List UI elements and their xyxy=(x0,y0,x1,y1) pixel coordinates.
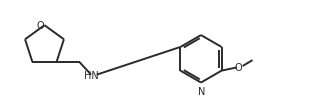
Text: N: N xyxy=(198,86,205,96)
Text: HN: HN xyxy=(84,70,99,80)
Text: O: O xyxy=(235,63,243,73)
Text: O: O xyxy=(36,20,44,30)
